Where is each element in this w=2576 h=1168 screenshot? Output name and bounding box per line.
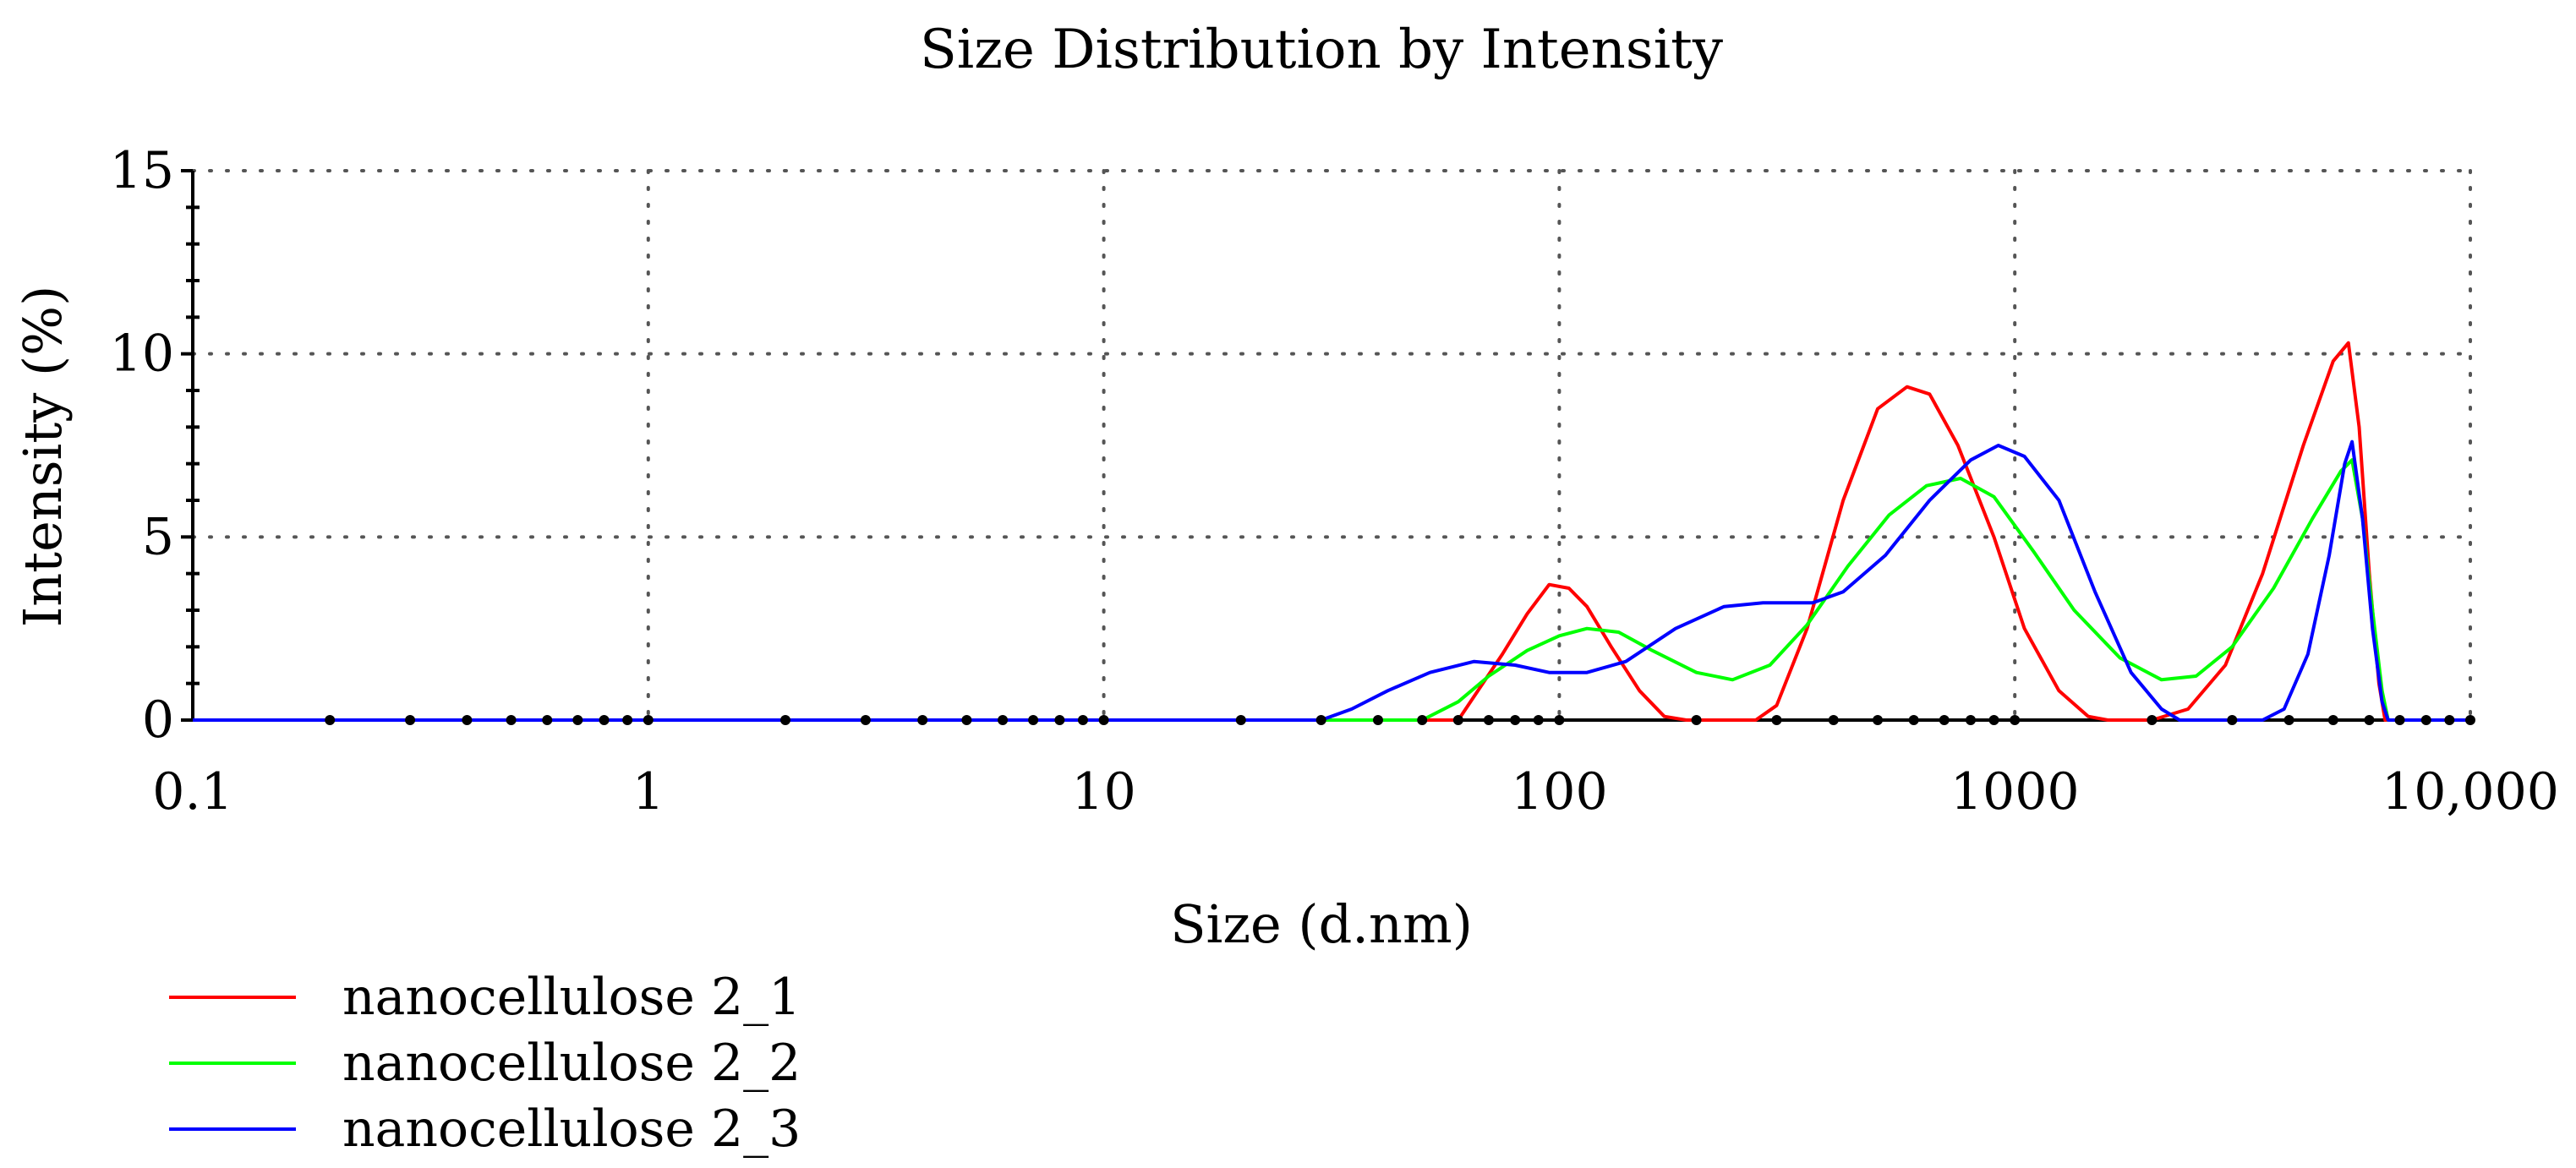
baseline-marker: [1315, 715, 1326, 725]
series-lines: [193, 341, 2470, 722]
baseline-marker: [1533, 715, 1544, 725]
baseline-marker: [1510, 715, 1521, 725]
x-tick-label: 10: [1071, 762, 1135, 821]
baseline-marker: [1988, 715, 1999, 725]
baseline-marker: [1452, 715, 1463, 725]
baseline-marker: [542, 715, 553, 725]
x-tick-label: 1: [632, 762, 665, 821]
baseline-markers: [325, 715, 2475, 725]
x-tick-label: 0.1: [152, 762, 232, 821]
baseline-marker: [1077, 715, 1088, 725]
baseline-marker: [1873, 715, 1884, 725]
y-tick-label: 10: [110, 325, 174, 384]
legend: nanocellulose 2_1 nanocellulose 2_2nanoce…: [169, 968, 801, 1159]
baseline-marker: [325, 715, 336, 725]
baseline-marker: [1939, 715, 1950, 725]
baseline-marker: [860, 715, 871, 725]
baseline-marker: [462, 715, 473, 725]
baseline-marker: [1483, 715, 1494, 725]
baseline-marker: [917, 715, 928, 725]
baseline-marker: [961, 715, 972, 725]
baseline-marker: [779, 715, 790, 725]
baseline-marker: [2364, 715, 2375, 725]
x-tick-label: 1000: [1950, 762, 2080, 821]
baseline-marker: [506, 715, 517, 725]
baseline-marker: [1828, 715, 1839, 725]
baseline-marker: [1771, 715, 1782, 725]
baseline-marker: [1691, 715, 1702, 725]
tick-labels: 0.1 1 10 100 1000 10,000 0 5 10 15: [110, 141, 2559, 821]
baseline-marker: [1417, 715, 1428, 725]
baseline-marker: [643, 715, 654, 725]
y-axis-label: Intensity (%): [12, 286, 74, 628]
baseline-marker: [622, 715, 633, 725]
grid: [191, 169, 2472, 722]
baseline-marker: [1554, 715, 1565, 725]
legend-label-3: nanocellulose 2_3: [342, 1100, 801, 1159]
baseline-marker: [599, 715, 610, 725]
legend-label-1: nanocellulose 2_1: [342, 968, 801, 1027]
baseline-marker: [2283, 715, 2294, 725]
baseline-marker: [2394, 715, 2405, 725]
baseline-marker: [2444, 715, 2455, 725]
baseline-marker: [2420, 715, 2431, 725]
baseline-marker: [2010, 715, 2021, 725]
baseline-marker: [405, 715, 416, 725]
baseline-marker: [2327, 715, 2338, 725]
baseline-marker: [2147, 715, 2158, 725]
baseline-marker: [1028, 715, 1039, 725]
chart-title: Size Distribution by Intensity: [920, 19, 1723, 81]
baseline-marker: [1235, 715, 1246, 725]
legend-label-2: nanocellulose 2_2: [342, 1034, 801, 1093]
y-tick-label: 15: [110, 141, 174, 200]
y-tick-label: 0: [142, 690, 174, 750]
x-tick-label: 10,000: [2382, 762, 2559, 821]
axes: [181, 169, 2470, 722]
baseline-marker: [1054, 715, 1065, 725]
series-line-2: [193, 458, 2470, 722]
baseline-marker: [1908, 715, 1919, 725]
baseline-marker: [2465, 715, 2475, 725]
baseline-marker: [1098, 715, 1109, 725]
baseline-marker: [2227, 715, 2238, 725]
x-tick-label: 100: [1511, 762, 1608, 821]
x-axis-label: Size (d.nm): [1170, 893, 1473, 955]
baseline-marker: [1965, 715, 1976, 725]
baseline-marker: [572, 715, 583, 725]
y-tick-label: 5: [142, 507, 174, 566]
baseline-marker: [998, 715, 1009, 725]
series-line-1: [193, 341, 2470, 722]
baseline-marker: [1372, 715, 1383, 725]
series-line-3: [193, 439, 2470, 722]
